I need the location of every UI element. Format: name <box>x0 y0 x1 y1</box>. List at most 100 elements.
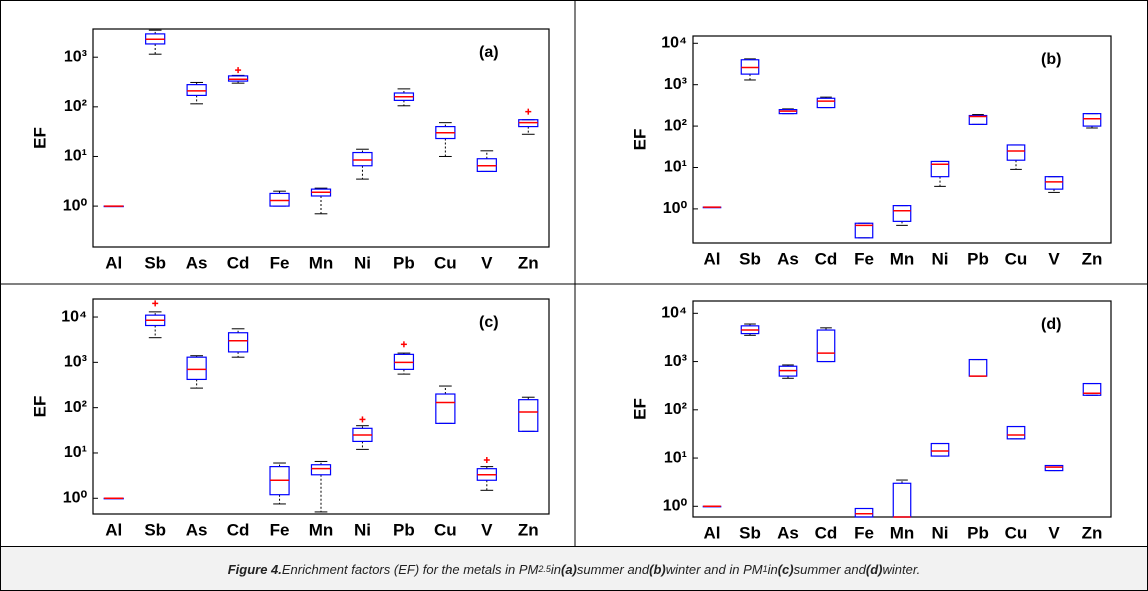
y-tick-label: 10¹ <box>664 449 687 466</box>
x-tick-label: Al <box>105 520 122 539</box>
x-tick-label: Pb <box>967 523 989 542</box>
outlier <box>152 300 159 307</box>
y-axis-label: EF <box>30 396 49 418</box>
x-tick-label: Fe <box>854 523 874 542</box>
x-tick-label: Al <box>704 523 721 542</box>
x-tick-label: As <box>186 520 208 539</box>
y-tick-label: 10¹ <box>64 148 87 165</box>
x-tick-label: Cd <box>815 523 838 542</box>
x-tick-label: Fe <box>270 520 290 539</box>
caption-text: Enrichment factors (EF) for the metals i… <box>281 561 539 577</box>
box <box>1006 425 1026 440</box>
x-tick-label: Cu <box>1005 249 1028 268</box>
box <box>1044 176 1064 190</box>
y-tick-label: 10² <box>664 401 687 418</box>
y-tick-label: 10⁰ <box>663 200 688 217</box>
panel-label: (c) <box>479 314 499 331</box>
caption-text: summer and <box>793 561 866 577</box>
box <box>968 358 988 377</box>
x-tick-label: Sb <box>144 520 166 539</box>
y-axis-label: EF <box>630 398 649 420</box>
x-tick-label: Al <box>704 249 721 268</box>
x-tick-label: V <box>481 520 493 539</box>
caption-text: in <box>550 561 561 577</box>
box <box>186 84 207 96</box>
x-tick-label: V <box>1048 523 1060 542</box>
box <box>1082 113 1102 127</box>
caption-text: 1 <box>762 564 768 574</box>
panel-label: (a) <box>479 44 499 61</box>
outlier <box>400 341 407 348</box>
box <box>1006 144 1026 161</box>
y-tick-label: 10² <box>664 117 687 134</box>
caption-text: winter. <box>882 561 921 577</box>
caption-text: summer and <box>576 561 650 577</box>
x-tick-label: Mn <box>309 520 334 539</box>
x-tick-label: Ni <box>354 520 371 539</box>
y-tick-label: 10¹ <box>664 159 687 176</box>
y-tick-label: 10⁰ <box>663 498 688 515</box>
x-tick-label: Pb <box>393 520 415 539</box>
box <box>518 399 539 432</box>
x-tick-label: Cd <box>815 249 838 268</box>
x-tick-label: Sb <box>144 253 166 272</box>
x-tick-label: Mn <box>309 253 334 272</box>
caption-text: winter and in PM <box>665 561 763 577</box>
box <box>227 332 249 353</box>
outlier <box>525 108 532 115</box>
x-tick-label: Zn <box>518 520 539 539</box>
plot-frame <box>92 298 550 515</box>
y-tick-label: 10² <box>64 399 87 416</box>
x-tick-label: Fe <box>270 253 290 272</box>
x-tick-label: Cd <box>227 520 250 539</box>
y-axis-label: EF <box>630 129 649 151</box>
x-tick-label: As <box>186 253 208 272</box>
box <box>352 151 373 167</box>
y-tick-label: 10³ <box>64 354 87 371</box>
box <box>968 114 988 125</box>
box <box>930 442 950 457</box>
y-tick-label: 10⁴ <box>661 35 687 52</box>
x-tick-label: Mn <box>890 249 915 268</box>
y-tick-label: 10³ <box>664 76 687 93</box>
caption-text: in <box>767 561 778 577</box>
x-tick-label: Ni <box>932 523 949 542</box>
y-tick-label: 10⁰ <box>63 490 88 507</box>
box <box>435 393 456 424</box>
plot-frame <box>92 28 550 248</box>
box <box>186 356 207 381</box>
x-tick-label: As <box>777 523 799 542</box>
y-tick-label: 10² <box>64 98 87 115</box>
box <box>816 329 836 363</box>
y-tick-label: 10⁰ <box>63 197 88 214</box>
box <box>930 160 950 178</box>
x-tick-label: Mn <box>890 523 915 542</box>
box <box>892 482 912 518</box>
figure-panels: (a) EF 10⁰ 10¹ 10² 10³ Al Sb As Cd Fe Mn Ni Pb Cu V Zn (b… <box>1 1 1147 546</box>
x-tick-label: Al <box>105 253 122 272</box>
caption-text: (d) <box>865 561 883 577</box>
x-tick-label: As <box>777 249 799 268</box>
x-tick-label: V <box>1048 249 1060 268</box>
y-tick-label: 10³ <box>64 48 87 65</box>
outlier <box>483 456 490 463</box>
x-tick-label: Ni <box>354 253 371 272</box>
panel-label: (b) <box>1041 51 1061 68</box>
x-tick-label: Fe <box>854 249 874 268</box>
x-tick-label: Zn <box>1082 249 1103 268</box>
box <box>816 97 836 109</box>
y-axis-label: EF <box>30 127 49 149</box>
x-tick-label: Sb <box>739 523 761 542</box>
y-tick-label: 10³ <box>664 353 687 370</box>
box <box>854 222 874 239</box>
caption-text: (c) <box>777 561 794 577</box>
box <box>310 464 332 476</box>
x-tick-label: Cd <box>227 253 250 272</box>
box <box>854 507 874 518</box>
x-tick-label: Zn <box>1082 523 1103 542</box>
outlier <box>359 416 366 423</box>
caption: Figure 4. Enrichment factors (EF) for th… <box>1 546 1147 590</box>
panel-label: (d) <box>1041 316 1061 333</box>
y-tick-label: 10¹ <box>64 444 87 461</box>
